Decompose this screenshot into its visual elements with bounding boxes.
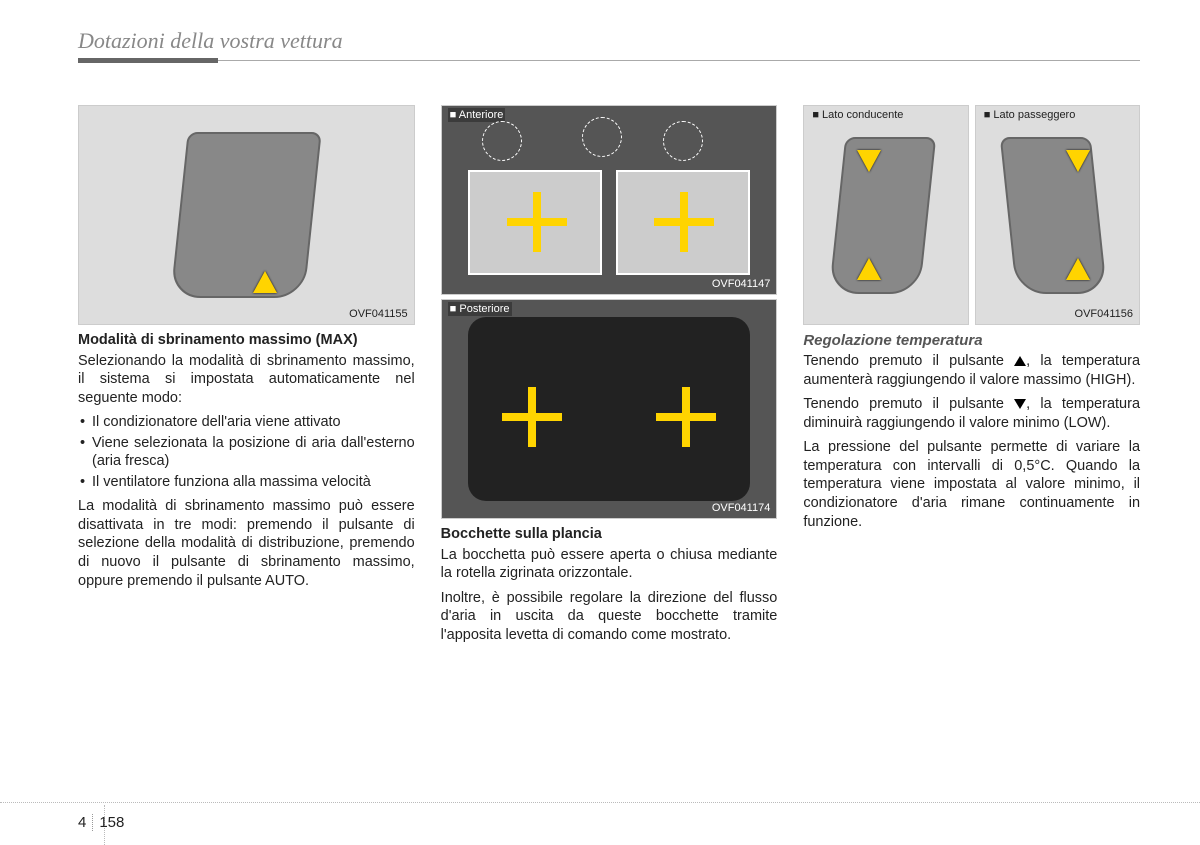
arrow-down-icon <box>1066 150 1090 172</box>
column-left: OVF041155 Modalità di sbrinamento massim… <box>78 105 415 650</box>
arrow-up-icon <box>1066 258 1090 280</box>
paragraph: Inoltre, è possibile regolare la direzio… <box>441 589 778 645</box>
column-right: ■ Lato conducente ■ Lato passeggero OVF0… <box>803 105 1140 650</box>
dashed-circle <box>582 117 622 157</box>
figure-label: ■ Posteriore <box>448 302 512 316</box>
triangle-up-icon <box>1014 356 1026 366</box>
arrow-cross-icon <box>654 192 714 252</box>
text-span: Tenendo premuto il pulsante <box>803 353 1014 369</box>
heading-vents: Bocchette sulla plancia <box>441 525 778 544</box>
bullet-list: Il condizionatore dell'aria viene attiva… <box>78 413 415 491</box>
figure-label: ■ Lato passeggero <box>982 108 1078 122</box>
list-item: Il condizionatore dell'aria viene attiva… <box>78 413 415 432</box>
arrow-up-icon <box>857 258 881 280</box>
figure-rear-vents: ■ Posteriore OVF041174 <box>441 299 778 519</box>
paragraph: Tenendo premuto il pulsante , la tempera… <box>803 352 1140 389</box>
heading-temperature: Regolazione temperatura <box>803 331 1140 350</box>
triangle-down-icon <box>1014 399 1026 409</box>
control-shape <box>829 137 937 294</box>
figure-passenger-side: ■ Lato passeggero OVF041156 <box>975 105 1140 325</box>
figure-code: OVF041156 <box>1075 307 1134 321</box>
paragraph: La bocchetta può essere aperta o chiusa … <box>441 546 778 583</box>
text-span: Tenendo premuto il pulsante <box>803 396 1014 412</box>
paragraph: Selezionando la modalità di sbrinamento … <box>78 352 415 408</box>
column-center: ■ Anteriore OVF041147 ■ Posteriore OVF04… <box>441 105 778 650</box>
chapter-number: 4 <box>78 814 93 831</box>
dashed-circle <box>663 121 703 161</box>
arrow-down-icon <box>857 150 881 172</box>
figure-code: OVF041147 <box>712 277 771 291</box>
arrow-cross-icon <box>507 192 567 252</box>
arrow-cross-icon <box>502 387 562 447</box>
arrow-cross-icon <box>656 387 716 447</box>
paragraph: La pressione del pulsante permette di va… <box>803 438 1140 531</box>
inset-vent-right <box>616 170 750 275</box>
figure-temp-row: ■ Lato conducente ■ Lato passeggero OVF0… <box>803 105 1140 325</box>
paragraph: La modalità di sbrinamento massimo può e… <box>78 497 415 590</box>
heading-defrost-max: Modalità di sbrinamento massimo (MAX) <box>78 331 415 350</box>
paragraph: Tenendo premuto il pulsante , la tempera… <box>803 395 1140 432</box>
dashed-circle <box>482 121 522 161</box>
list-item: Viene selezionata la posizione di aria d… <box>78 434 415 471</box>
control-shape <box>171 132 322 298</box>
page-number-value: 158 <box>99 814 124 831</box>
figure-code: OVF041174 <box>712 501 771 515</box>
page-title: Dotazioni della vostra vettura <box>78 28 1140 54</box>
figure-defrost-control: OVF041155 <box>78 105 415 325</box>
control-shape <box>1000 137 1108 294</box>
inset-vent-left <box>468 170 602 275</box>
figure-driver-side: ■ Lato conducente <box>803 105 968 325</box>
figure-code: OVF041155 <box>349 307 408 321</box>
figure-label: ■ Lato conducente <box>810 108 905 122</box>
figure-front-vents: ■ Anteriore OVF041147 <box>441 105 778 295</box>
arrow-up-icon <box>253 271 277 293</box>
list-item: Il ventilatore funziona alla massima vel… <box>78 473 415 492</box>
footer-dotted-line <box>0 802 1200 803</box>
figure-label: ■ Anteriore <box>448 108 506 122</box>
header-rule <box>78 58 1140 63</box>
page-number: 4 158 <box>78 814 124 831</box>
